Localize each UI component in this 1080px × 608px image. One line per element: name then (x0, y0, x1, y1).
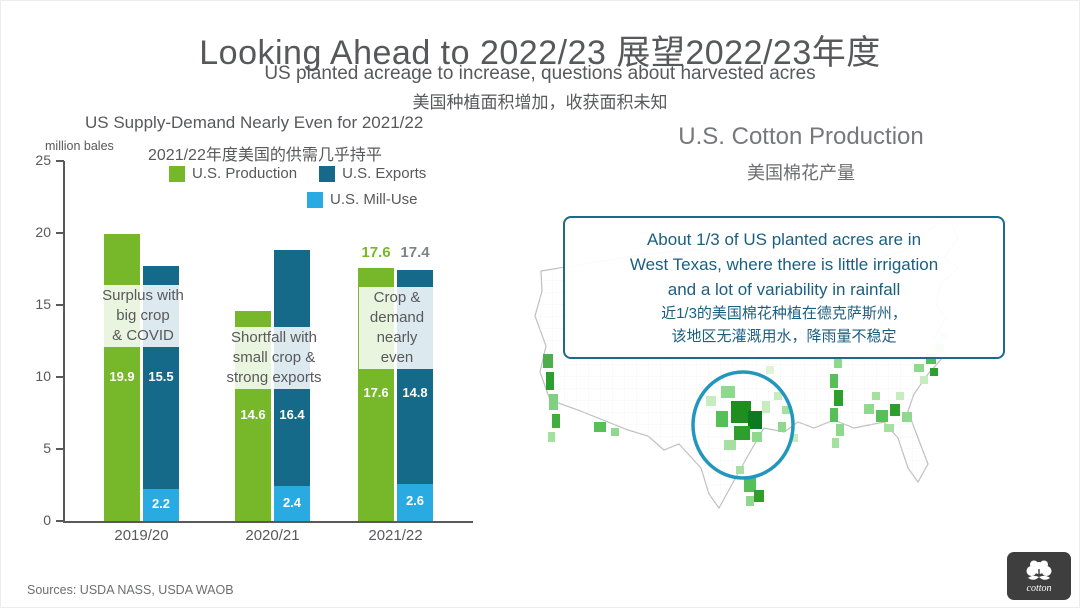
bar-mill-use-2021/22 (397, 483, 433, 521)
callout-line-en-2: West Texas, where there is little irriga… (629, 255, 939, 274)
y-tick-mark (56, 520, 64, 522)
y-tick-mark (56, 232, 64, 234)
production-total-label: 17.6 (361, 243, 391, 261)
y-tick-mark (56, 376, 64, 378)
bar-value-label-mill-use: 2.2 (151, 496, 171, 512)
legend-label-production: U.S. Production (192, 165, 298, 182)
west-texas-highlight-circle (691, 370, 795, 480)
callout-line-zh-2: 该地区无灌溉用水，降雨量不稳定 (671, 328, 897, 345)
callout-line-en-3: and a lot of variability in rainfall (667, 280, 901, 299)
legend-label-exports: U.S. Exports (342, 165, 427, 182)
legend-item-mill-use: U.S. Mill-Use (307, 191, 418, 208)
legend-item-production: U.S. Production (169, 165, 297, 182)
map-title-english: U.S. Cotton Production (678, 123, 924, 150)
chart-annotation-3: Crop & demand nearly even (359, 287, 435, 369)
y-tick-label: 20 (35, 224, 51, 240)
chart-title-chinese: 2021/22年度美国的供需几乎持平 (148, 147, 382, 164)
bar-mill-use-2019/20 (143, 489, 179, 521)
x-category-label: 2019/20 (114, 527, 169, 544)
chart-annotation-1: Surplus with big crop & COVID (98, 285, 188, 347)
bar-value-label-mill-use: 2.6 (405, 493, 425, 509)
y-tick-mark (56, 304, 64, 306)
y-tick-label: 15 (35, 296, 51, 312)
bar-production-2019/20 (104, 234, 140, 521)
logo-wordmark: cotton (1026, 582, 1052, 594)
y-tick-label: 0 (43, 512, 51, 528)
callout-line-zh-1: 近1/3的美国棉花种植在德克萨斯州， (661, 305, 907, 322)
y-tick-label: 10 (35, 368, 51, 384)
bar-value-label-exports: 15.5 (148, 368, 174, 384)
subtitle-chinese: 美国种植面积增加，收获面积未知 (412, 93, 668, 112)
bar-value-label-production: 14.6 (240, 406, 266, 422)
bar-value-label-exports: 16.4 (279, 406, 305, 422)
chart-title-english: US Supply-Demand Nearly Even for 2021/22 (85, 113, 424, 132)
y-tick-mark (56, 160, 64, 162)
bar-value-label-production: 19.9 (109, 368, 135, 384)
y-tick-label: 5 (43, 440, 51, 456)
chart-legend-row-2: U.S. Mill-Use (307, 191, 418, 208)
sources-note: Sources: USDA NASS, USDA WAOB (27, 583, 234, 597)
map-callout-box: About 1/3 of US planted acres are in Wes… (563, 216, 1005, 359)
bar-value-label-production: 17.6 (363, 385, 389, 401)
chart-legend-row-1: U.S. Production U.S. Exports (169, 165, 426, 182)
bar-value-label-mill-use: 2.4 (282, 494, 302, 510)
legend-item-exports: U.S. Exports (319, 165, 426, 182)
callout-line-en-1: About 1/3 of US planted acres are in (646, 230, 922, 249)
page-title: Looking Ahead to 2022/23 展望2022/23年度 (199, 34, 881, 72)
legend-swatch-production-icon (169, 165, 185, 182)
chart-annotation-2: Shortfall with small crop & strong expor… (222, 327, 326, 389)
bar-mill-use-2020/21 (274, 486, 310, 521)
demand-total-label: 17.4 (400, 243, 430, 261)
subtitle-english: US planted acreage to increase, question… (264, 63, 816, 84)
y-tick-mark (56, 448, 64, 450)
cotton-production-regions (543, 332, 947, 506)
map-title-chinese: 美国棉花产量 (747, 163, 855, 183)
legend-label-mill-use: U.S. Mill-Use (330, 191, 418, 208)
legend-swatch-exports-icon (319, 165, 336, 182)
x-category-label: 2021/22 (368, 527, 423, 544)
y-axis-unit-label: million bales (45, 139, 114, 153)
y-tick-label: 25 (35, 152, 51, 168)
legend-swatch-mill-use-icon (307, 191, 323, 208)
cotton-boll-icon (1026, 560, 1052, 580)
x-category-label: 2020/21 (245, 527, 300, 544)
bar-value-label-exports: 14.8 (402, 385, 428, 401)
cotton-incorporated-logo: cotton (1007, 552, 1071, 600)
bar-chart-plot-area: 0 5 10 15 20 25 19.9 15.5 2.2 2019/20 Surplus with… (35, 152, 473, 544)
